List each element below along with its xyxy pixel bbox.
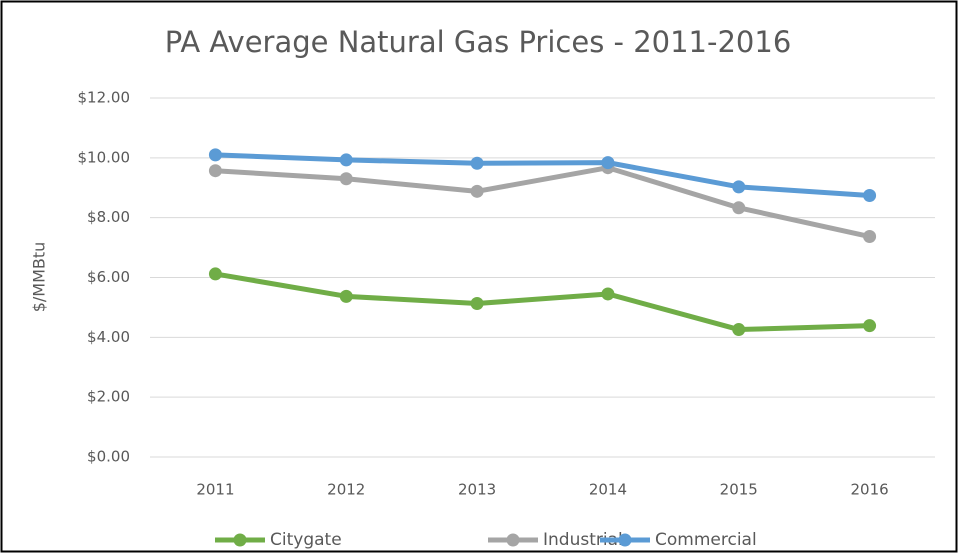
x-tick-label: 2012: [327, 481, 365, 499]
data-point: [470, 156, 484, 170]
data-point: [208, 267, 222, 281]
data-point: [601, 287, 615, 301]
y-tick-label: $10.00: [78, 148, 131, 166]
legend-label: Citygate: [270, 530, 342, 550]
y-axis-label: $/MMBtu: [30, 242, 49, 313]
data-point: [339, 172, 353, 186]
data-point: [863, 189, 877, 203]
series-line: [212, 152, 873, 199]
legend-label: Commercial: [655, 530, 757, 550]
data-point: [470, 184, 484, 198]
x-tick-label: 2016: [850, 481, 888, 499]
chart-title: PA Average Natural Gas Prices - 2011-201…: [165, 25, 792, 59]
data-point: [732, 201, 746, 215]
series-line: [212, 165, 873, 240]
data-point: [863, 230, 877, 244]
x-tick-label: 2011: [196, 481, 234, 499]
y-tick-label: $6.00: [87, 268, 130, 286]
data-point: [732, 323, 746, 337]
series-line: [212, 271, 873, 333]
y-tick-label: $12.00: [78, 89, 131, 107]
x-tick-label: 2015: [720, 481, 758, 499]
data-point: [339, 153, 353, 167]
x-tick-label: 2013: [458, 481, 496, 499]
data-point: [339, 289, 353, 303]
data-point: [601, 156, 615, 170]
data-point: [732, 180, 746, 194]
x-tick-label: 2014: [589, 481, 627, 499]
legend-marker: [618, 533, 632, 547]
y-tick-label: $8.00: [87, 208, 130, 226]
data-point: [208, 148, 222, 162]
legend-label: Industrial: [543, 530, 623, 550]
legend-marker: [233, 533, 247, 547]
data-point: [470, 297, 484, 311]
data-point: [208, 164, 222, 178]
y-tick-label: $0.00: [87, 448, 130, 466]
y-tick-label: $4.00: [87, 328, 130, 346]
data-point: [863, 319, 877, 333]
legend-marker: [506, 533, 520, 547]
y-tick-label: $2.00: [87, 388, 130, 406]
